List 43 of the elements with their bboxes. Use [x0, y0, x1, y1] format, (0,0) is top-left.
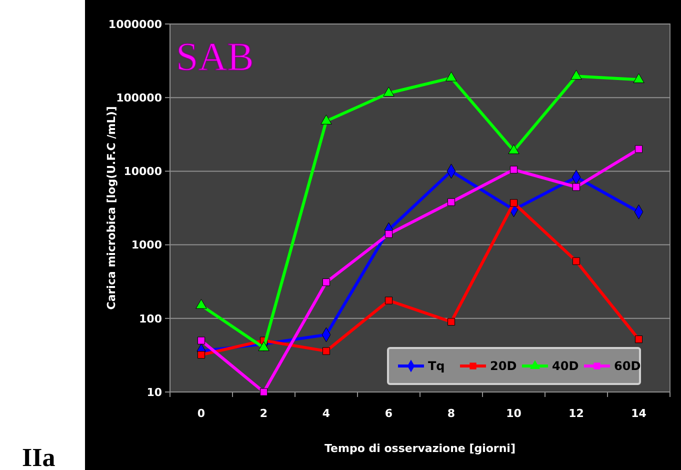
point	[508, 144, 520, 154]
x-tick-label: 6	[384, 407, 393, 420]
legend-label: 40D	[552, 359, 579, 374]
x-tick-label: 2	[260, 407, 268, 420]
x-tick-label: 14	[631, 407, 647, 420]
x-tick-label: 4	[322, 407, 330, 420]
x-tick-label: 12	[568, 407, 584, 420]
point	[634, 145, 643, 153]
point	[446, 71, 457, 82]
point	[572, 257, 580, 265]
text: IIa	[22, 443, 56, 470]
x-axis-title: Tempo di osservazione [giorni]	[324, 442, 516, 455]
y-axis-title: Carica microbica [log(U.F.C /mL)]	[105, 106, 118, 310]
point	[320, 114, 332, 124]
point	[260, 388, 268, 396]
y-tick-label: 100	[139, 312, 162, 326]
point	[510, 166, 518, 174]
point	[572, 183, 580, 191]
point	[197, 351, 206, 359]
y-tick-label: 1000000	[108, 18, 162, 31]
y-tick-label: 10	[146, 386, 162, 399]
y-tick-label: 100000	[116, 91, 162, 104]
point	[197, 336, 206, 344]
legend-label: Tq	[428, 359, 445, 374]
legend-label: 20D	[490, 359, 517, 374]
point	[322, 278, 330, 286]
chart-title: SAB	[176, 34, 254, 79]
x-tick-label: 8	[447, 407, 456, 420]
point	[322, 347, 330, 355]
legend-label: 60D	[614, 359, 641, 374]
point	[633, 73, 644, 84]
point	[384, 230, 393, 238]
x-tick-label: 0	[197, 407, 206, 420]
y-tick-label: 1000	[131, 238, 162, 252]
point	[384, 296, 393, 304]
point	[447, 198, 456, 206]
point	[447, 318, 456, 326]
x-tick-label: 10	[506, 407, 522, 420]
point	[634, 336, 643, 344]
point	[570, 70, 582, 80]
y-tick-label: 10000	[124, 165, 162, 178]
point	[383, 86, 394, 96]
point	[510, 199, 518, 207]
